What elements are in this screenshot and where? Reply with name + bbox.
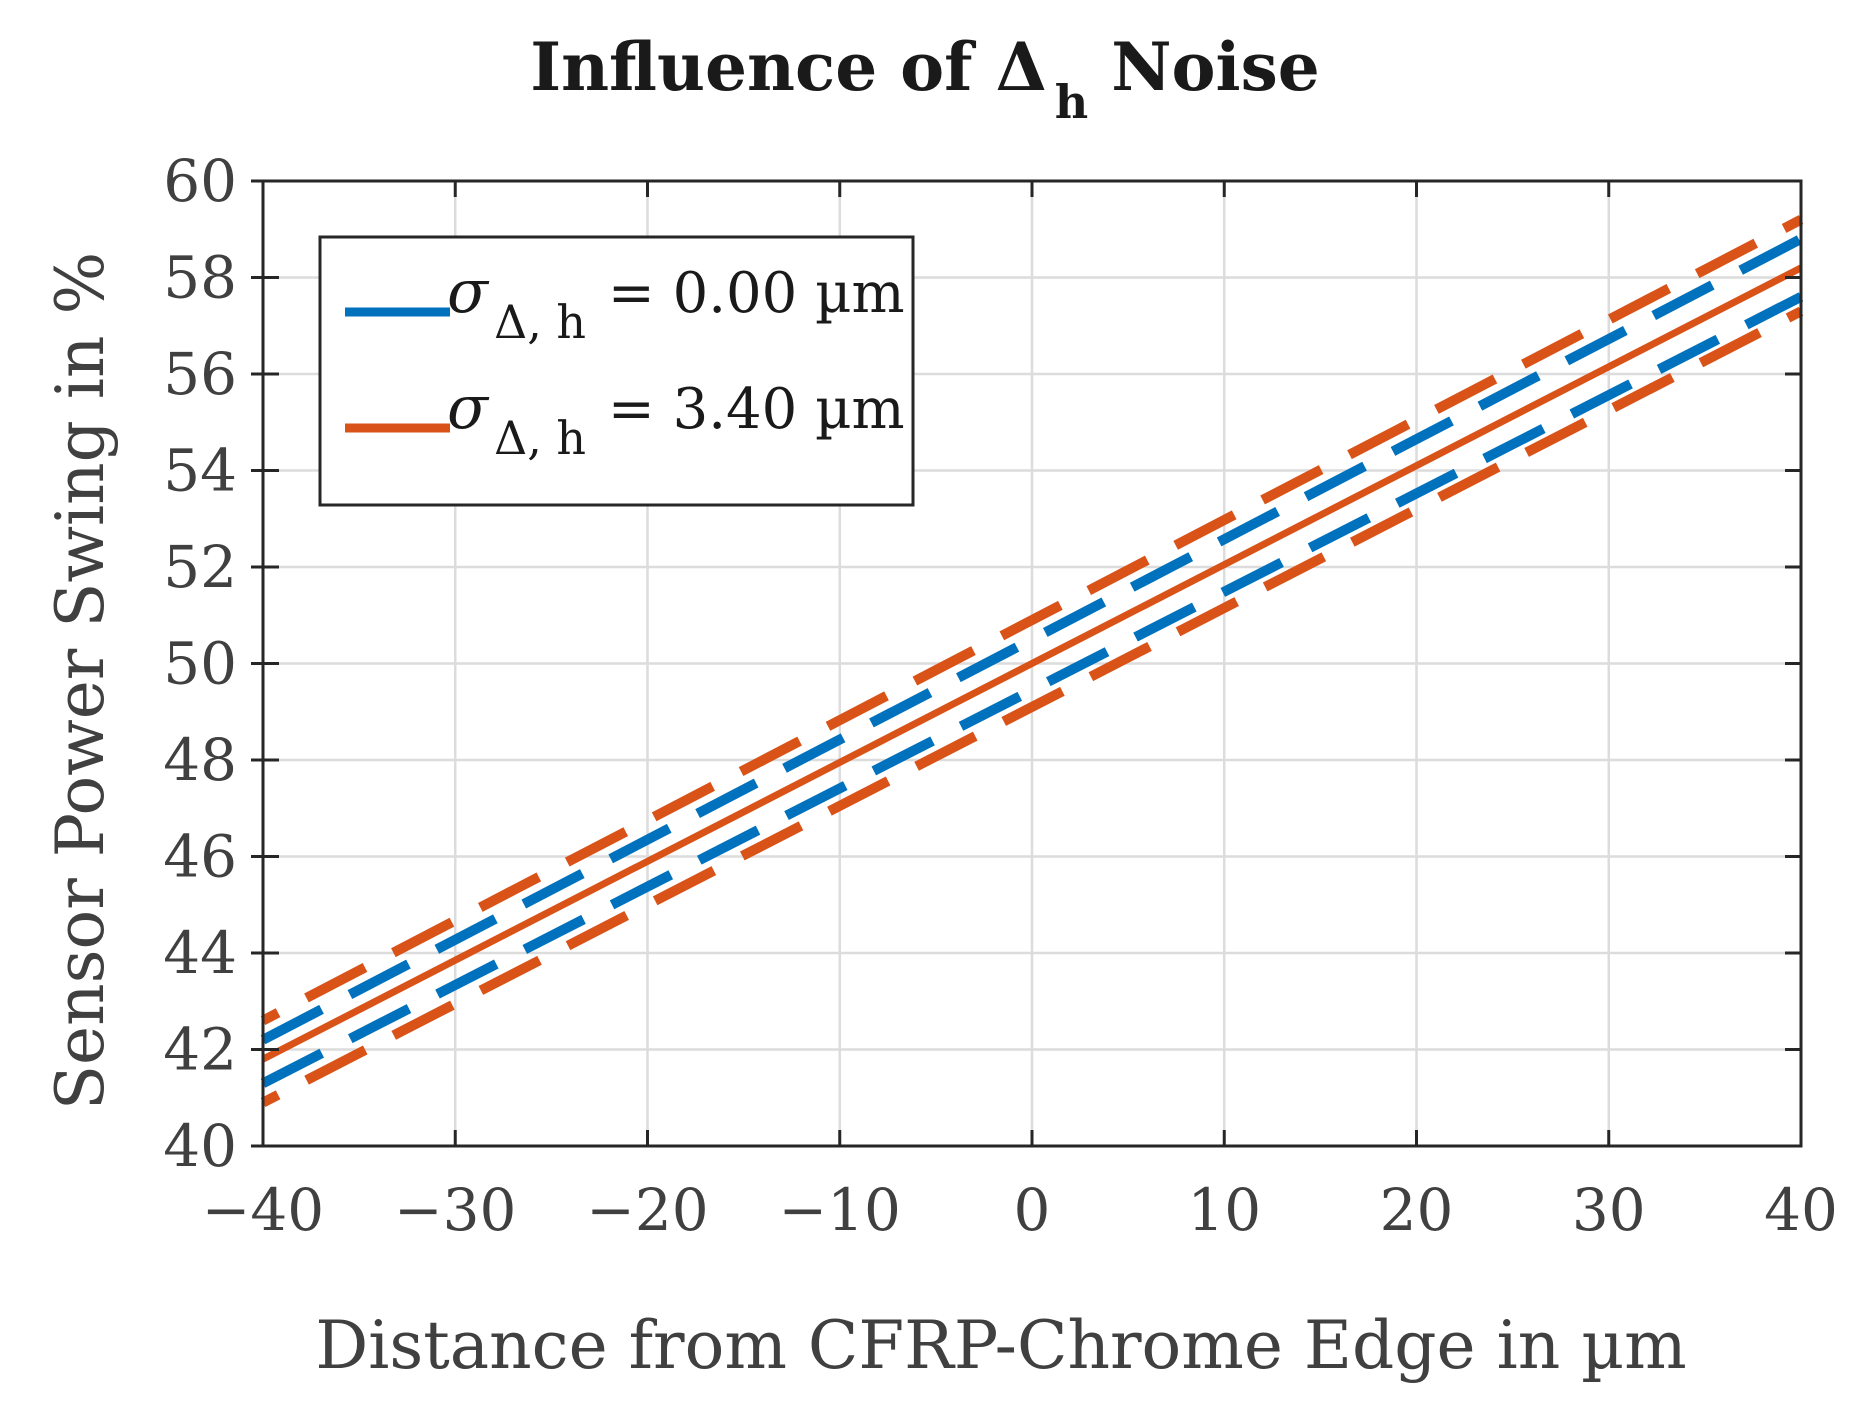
y-tick-label: 50: [163, 630, 237, 698]
x-tick-label: 30: [1572, 1176, 1646, 1244]
series-2-lower-bound-line: [260, 306, 1804, 1108]
x-axis-title: Distance from CFRP-Chrome Edge in µm: [315, 1307, 1686, 1384]
y-tick-label: 40: [163, 1112, 237, 1180]
x-tick-label: 20: [1380, 1176, 1454, 1244]
series-2-mean-line: [261, 264, 1803, 1063]
y-tick-label: 60: [163, 147, 237, 215]
legend-label-series-2: σ Δ, h = 3.40 µm: [447, 373, 905, 465]
y-tick-label: 44: [163, 919, 237, 987]
legend-box: [318, 235, 915, 507]
legend: σ Δ, h = 0.00 µm σ Δ, h = 3.40 µm: [318, 235, 915, 507]
legend-label-series-1: σ Δ, h = 0.00 µm: [447, 257, 905, 349]
y-tick-label: 54: [163, 437, 237, 505]
y-tick-label: 58: [163, 244, 237, 312]
y-tick-label: 56: [163, 340, 237, 408]
y-tick-label: 48: [163, 726, 237, 794]
x-tick-label: −10: [779, 1176, 901, 1244]
series-2-upper-bound-line: [260, 215, 1804, 1025]
series-layer: [260, 215, 1804, 1108]
x-tick-label: −40: [202, 1176, 324, 1244]
y-tick-label: 52: [163, 533, 237, 601]
x-tick-label: 40: [1764, 1176, 1838, 1244]
y-tick-label: 42: [163, 1016, 237, 1084]
tick-label-layer: −40 −30 −20 −10 0 10 20 30 40 40 42 44 46 48 50 52 54 56 5…: [163, 147, 1838, 1244]
x-tick-label: −20: [586, 1176, 708, 1244]
axes-layer: [251, 179, 1803, 1148]
x-tick-label: 0: [1014, 1176, 1051, 1244]
y-axis-title: Sensor Power Swing in %: [42, 252, 119, 1110]
x-tick-label: −30: [394, 1176, 516, 1244]
y-tick-label: 46: [163, 823, 237, 891]
x-tick-label: 10: [1187, 1176, 1261, 1244]
